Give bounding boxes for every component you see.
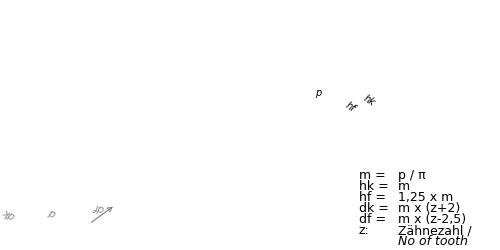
Text: hf: hf <box>344 100 357 114</box>
Text: df: df <box>92 201 105 213</box>
Polygon shape <box>46 74 429 101</box>
Text: d: d <box>48 206 58 218</box>
Text: p / π: p / π <box>398 168 425 181</box>
Polygon shape <box>212 90 258 104</box>
Polygon shape <box>215 82 267 94</box>
Text: p: p <box>316 88 322 99</box>
Text: hk =: hk = <box>359 180 388 193</box>
Text: df =: df = <box>359 213 386 226</box>
Text: z:: z: <box>359 224 370 237</box>
Text: 1,25 x m: 1,25 x m <box>398 191 453 204</box>
Text: m x (z-2,5): m x (z-2,5) <box>398 213 466 226</box>
Polygon shape <box>330 90 386 104</box>
Text: m: m <box>398 180 409 193</box>
Text: hf =: hf = <box>359 191 386 204</box>
Polygon shape <box>113 90 160 104</box>
Text: dk: dk <box>0 206 16 220</box>
Text: dk =: dk = <box>359 202 389 215</box>
Text: m =: m = <box>359 168 386 181</box>
Polygon shape <box>277 85 330 98</box>
Text: Zähnezahl /: Zähnezahl / <box>398 224 471 237</box>
Text: m x (z+2): m x (z+2) <box>398 202 460 215</box>
Text: No of tooth: No of tooth <box>398 236 468 248</box>
Polygon shape <box>82 82 134 94</box>
Polygon shape <box>162 90 209 103</box>
Polygon shape <box>148 82 201 92</box>
Polygon shape <box>256 92 305 107</box>
Text: hk: hk <box>362 94 376 108</box>
Polygon shape <box>90 89 368 114</box>
Polygon shape <box>294 95 348 110</box>
